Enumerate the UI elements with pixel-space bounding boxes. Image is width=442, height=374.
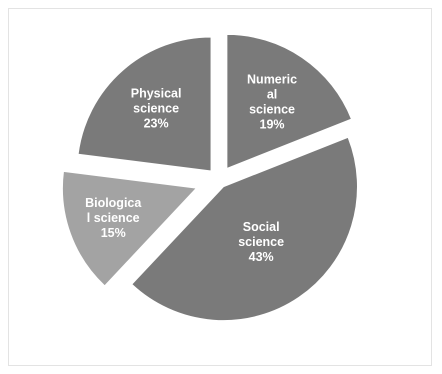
pie-slice-physical-science <box>77 36 212 172</box>
slice-label-line: 23% <box>144 117 169 131</box>
slice-label-line: 15% <box>101 226 126 240</box>
slice-label-line: Biologica <box>85 196 142 210</box>
slice-label-line: science <box>133 102 179 116</box>
slice-label-line: l science <box>87 211 140 225</box>
pie-slice-biological-science <box>61 170 198 287</box>
slice-label-numerical-science: Numeric al science 19% <box>247 72 297 131</box>
pie-slice-social-science <box>131 136 358 322</box>
slice-label-line: science <box>249 102 295 116</box>
slice-label-line: Social <box>243 220 280 234</box>
slice-label-line: Physical <box>131 87 182 101</box>
slice-label-social-science: Social science 43% <box>238 220 284 264</box>
slice-label-line: science <box>238 235 284 249</box>
slice-label-line: 43% <box>249 250 274 264</box>
slice-label-physical-science: Physical science 23% <box>131 87 182 131</box>
slice-label-biological-science: Biologica l science 15% <box>85 196 142 240</box>
slice-label-line: al <box>267 87 277 101</box>
slice-label-line: Numeric <box>247 72 297 86</box>
slice-label-line: 19% <box>260 117 285 131</box>
pie-slice-numerical-science <box>226 33 353 170</box>
